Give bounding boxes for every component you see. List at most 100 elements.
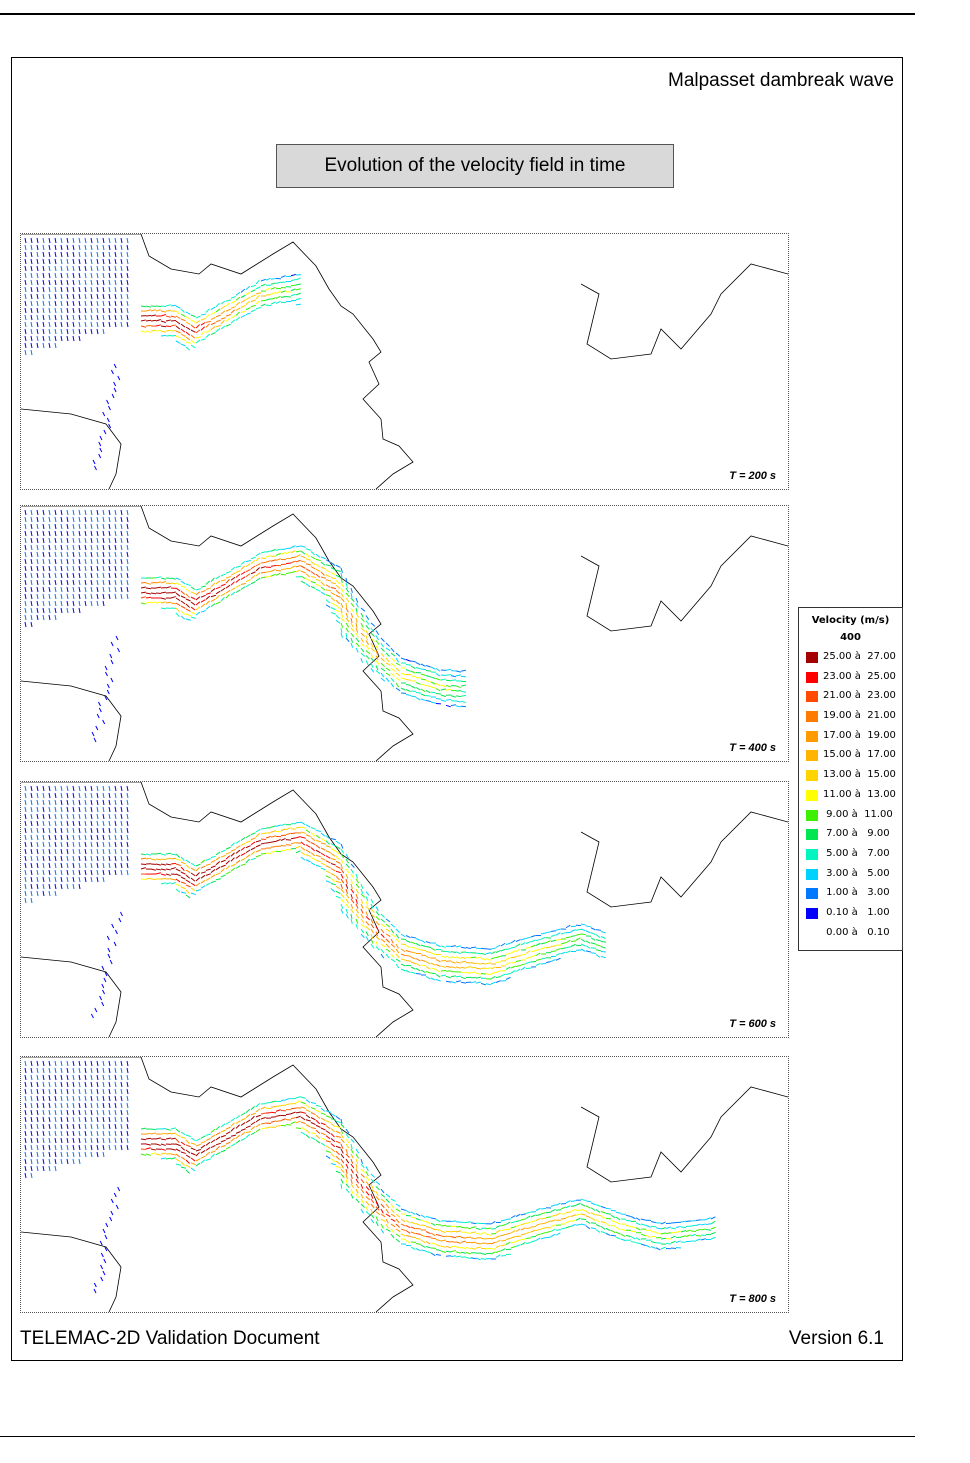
panel-t600: T = 600 s xyxy=(20,781,789,1038)
velocity-vector xyxy=(175,873,181,877)
velocity-vector xyxy=(355,627,359,633)
velocity-vector xyxy=(60,792,63,799)
velocity-vector xyxy=(48,1144,51,1151)
velocity-vector xyxy=(515,955,521,957)
velocity-vector xyxy=(114,1088,117,1095)
velocity-vector xyxy=(615,1231,621,1235)
velocity-vector xyxy=(360,908,364,914)
velocity-vector xyxy=(465,1257,472,1259)
velocity-vector xyxy=(380,913,385,918)
velocity-vector xyxy=(315,588,321,592)
velocity-vector xyxy=(108,572,111,579)
velocity-vector xyxy=(455,705,462,708)
velocity-vector xyxy=(345,602,348,609)
velocity-vector xyxy=(54,572,57,579)
velocity-vector xyxy=(98,707,102,713)
velocity-vector xyxy=(54,1109,57,1116)
velocity-vector xyxy=(445,950,452,953)
velocity-vector xyxy=(175,325,181,330)
velocity-vector xyxy=(30,1123,33,1130)
velocity-vector xyxy=(120,314,123,321)
velocity-vector xyxy=(205,595,211,600)
velocity-vector xyxy=(210,859,216,864)
velocity-vector xyxy=(520,1233,526,1236)
velocity-vector xyxy=(66,579,69,586)
velocity-vector xyxy=(280,1118,286,1121)
velocity-vector xyxy=(295,569,301,573)
velocity-vector xyxy=(54,544,57,551)
velocity-vector xyxy=(305,834,311,838)
velocity-vector xyxy=(108,258,111,265)
velocity-vector xyxy=(225,860,230,865)
velocity-vector xyxy=(560,942,566,945)
velocity-vector xyxy=(310,551,316,556)
velocity-vector xyxy=(490,966,496,970)
velocity-vector xyxy=(375,911,380,916)
velocity-vector xyxy=(66,307,69,314)
velocity-vector xyxy=(145,309,151,312)
velocity-vector xyxy=(695,1223,701,1226)
velocity-vector xyxy=(170,1132,177,1135)
velocity-vector xyxy=(705,1229,712,1231)
velocity-vector xyxy=(54,1130,57,1137)
velocity-vector xyxy=(350,642,354,648)
velocity-vector xyxy=(320,556,326,560)
velocity-vector xyxy=(126,841,129,848)
velocity-vector xyxy=(60,806,63,813)
velocity-vector xyxy=(295,288,301,291)
velocity-vector xyxy=(90,834,93,841)
velocity-vector xyxy=(625,1214,631,1217)
panel-time-label: T = 200 s xyxy=(729,470,776,482)
velocity-vector xyxy=(117,1186,121,1192)
velocity-vector xyxy=(270,569,276,572)
velocity-vector xyxy=(48,1088,51,1095)
velocity-vector xyxy=(380,933,385,939)
velocity-vector xyxy=(84,827,87,834)
velocity-vector xyxy=(480,962,487,965)
panel-t200: T = 200 s xyxy=(20,233,789,490)
velocity-vector xyxy=(126,586,129,593)
velocity-vector xyxy=(320,867,326,871)
velocity-vector xyxy=(495,1244,501,1248)
velocity-vector xyxy=(450,675,456,678)
velocity-vector xyxy=(240,565,246,570)
velocity-vector xyxy=(345,858,350,864)
velocity-vector xyxy=(72,1144,75,1151)
velocity-vector xyxy=(24,621,27,628)
velocity-vector xyxy=(36,862,39,869)
velocity-vector xyxy=(215,328,221,333)
velocity-vector xyxy=(66,1158,69,1165)
velocity-vector xyxy=(190,1167,196,1172)
velocity-vector xyxy=(240,1112,246,1116)
velocity-vector xyxy=(565,924,571,929)
velocity-vector xyxy=(235,573,241,578)
legend-row: 15.00 à 17.00 xyxy=(799,747,902,767)
velocity-vector xyxy=(310,837,316,842)
velocity-vector xyxy=(24,614,27,621)
velocity-vector xyxy=(355,607,358,613)
velocity-vector xyxy=(540,946,546,950)
velocity-vector xyxy=(250,309,256,313)
velocity-vector xyxy=(395,948,400,954)
velocity-vector xyxy=(235,578,241,583)
velocity-vector xyxy=(545,940,551,944)
velocity-vector xyxy=(126,516,129,523)
velocity-vector xyxy=(114,848,117,855)
velocity-vector xyxy=(380,662,385,667)
velocity-vector xyxy=(535,938,541,941)
velocity-vector xyxy=(205,1137,211,1141)
legend-swatch xyxy=(806,750,818,762)
velocity-vector xyxy=(108,314,111,321)
velocity-vector xyxy=(60,272,63,279)
velocity-vector xyxy=(108,1081,111,1088)
velocity-vector xyxy=(520,1238,526,1241)
velocity-vector xyxy=(405,960,412,962)
velocity-vector xyxy=(235,849,241,854)
velocity-vector xyxy=(155,324,161,327)
velocity-vector xyxy=(335,599,340,605)
velocity-vector xyxy=(330,567,336,571)
velocity-vector xyxy=(72,883,75,890)
velocity-vector xyxy=(390,948,396,953)
velocity-vector xyxy=(340,1128,344,1134)
velocity-vector xyxy=(570,943,576,947)
